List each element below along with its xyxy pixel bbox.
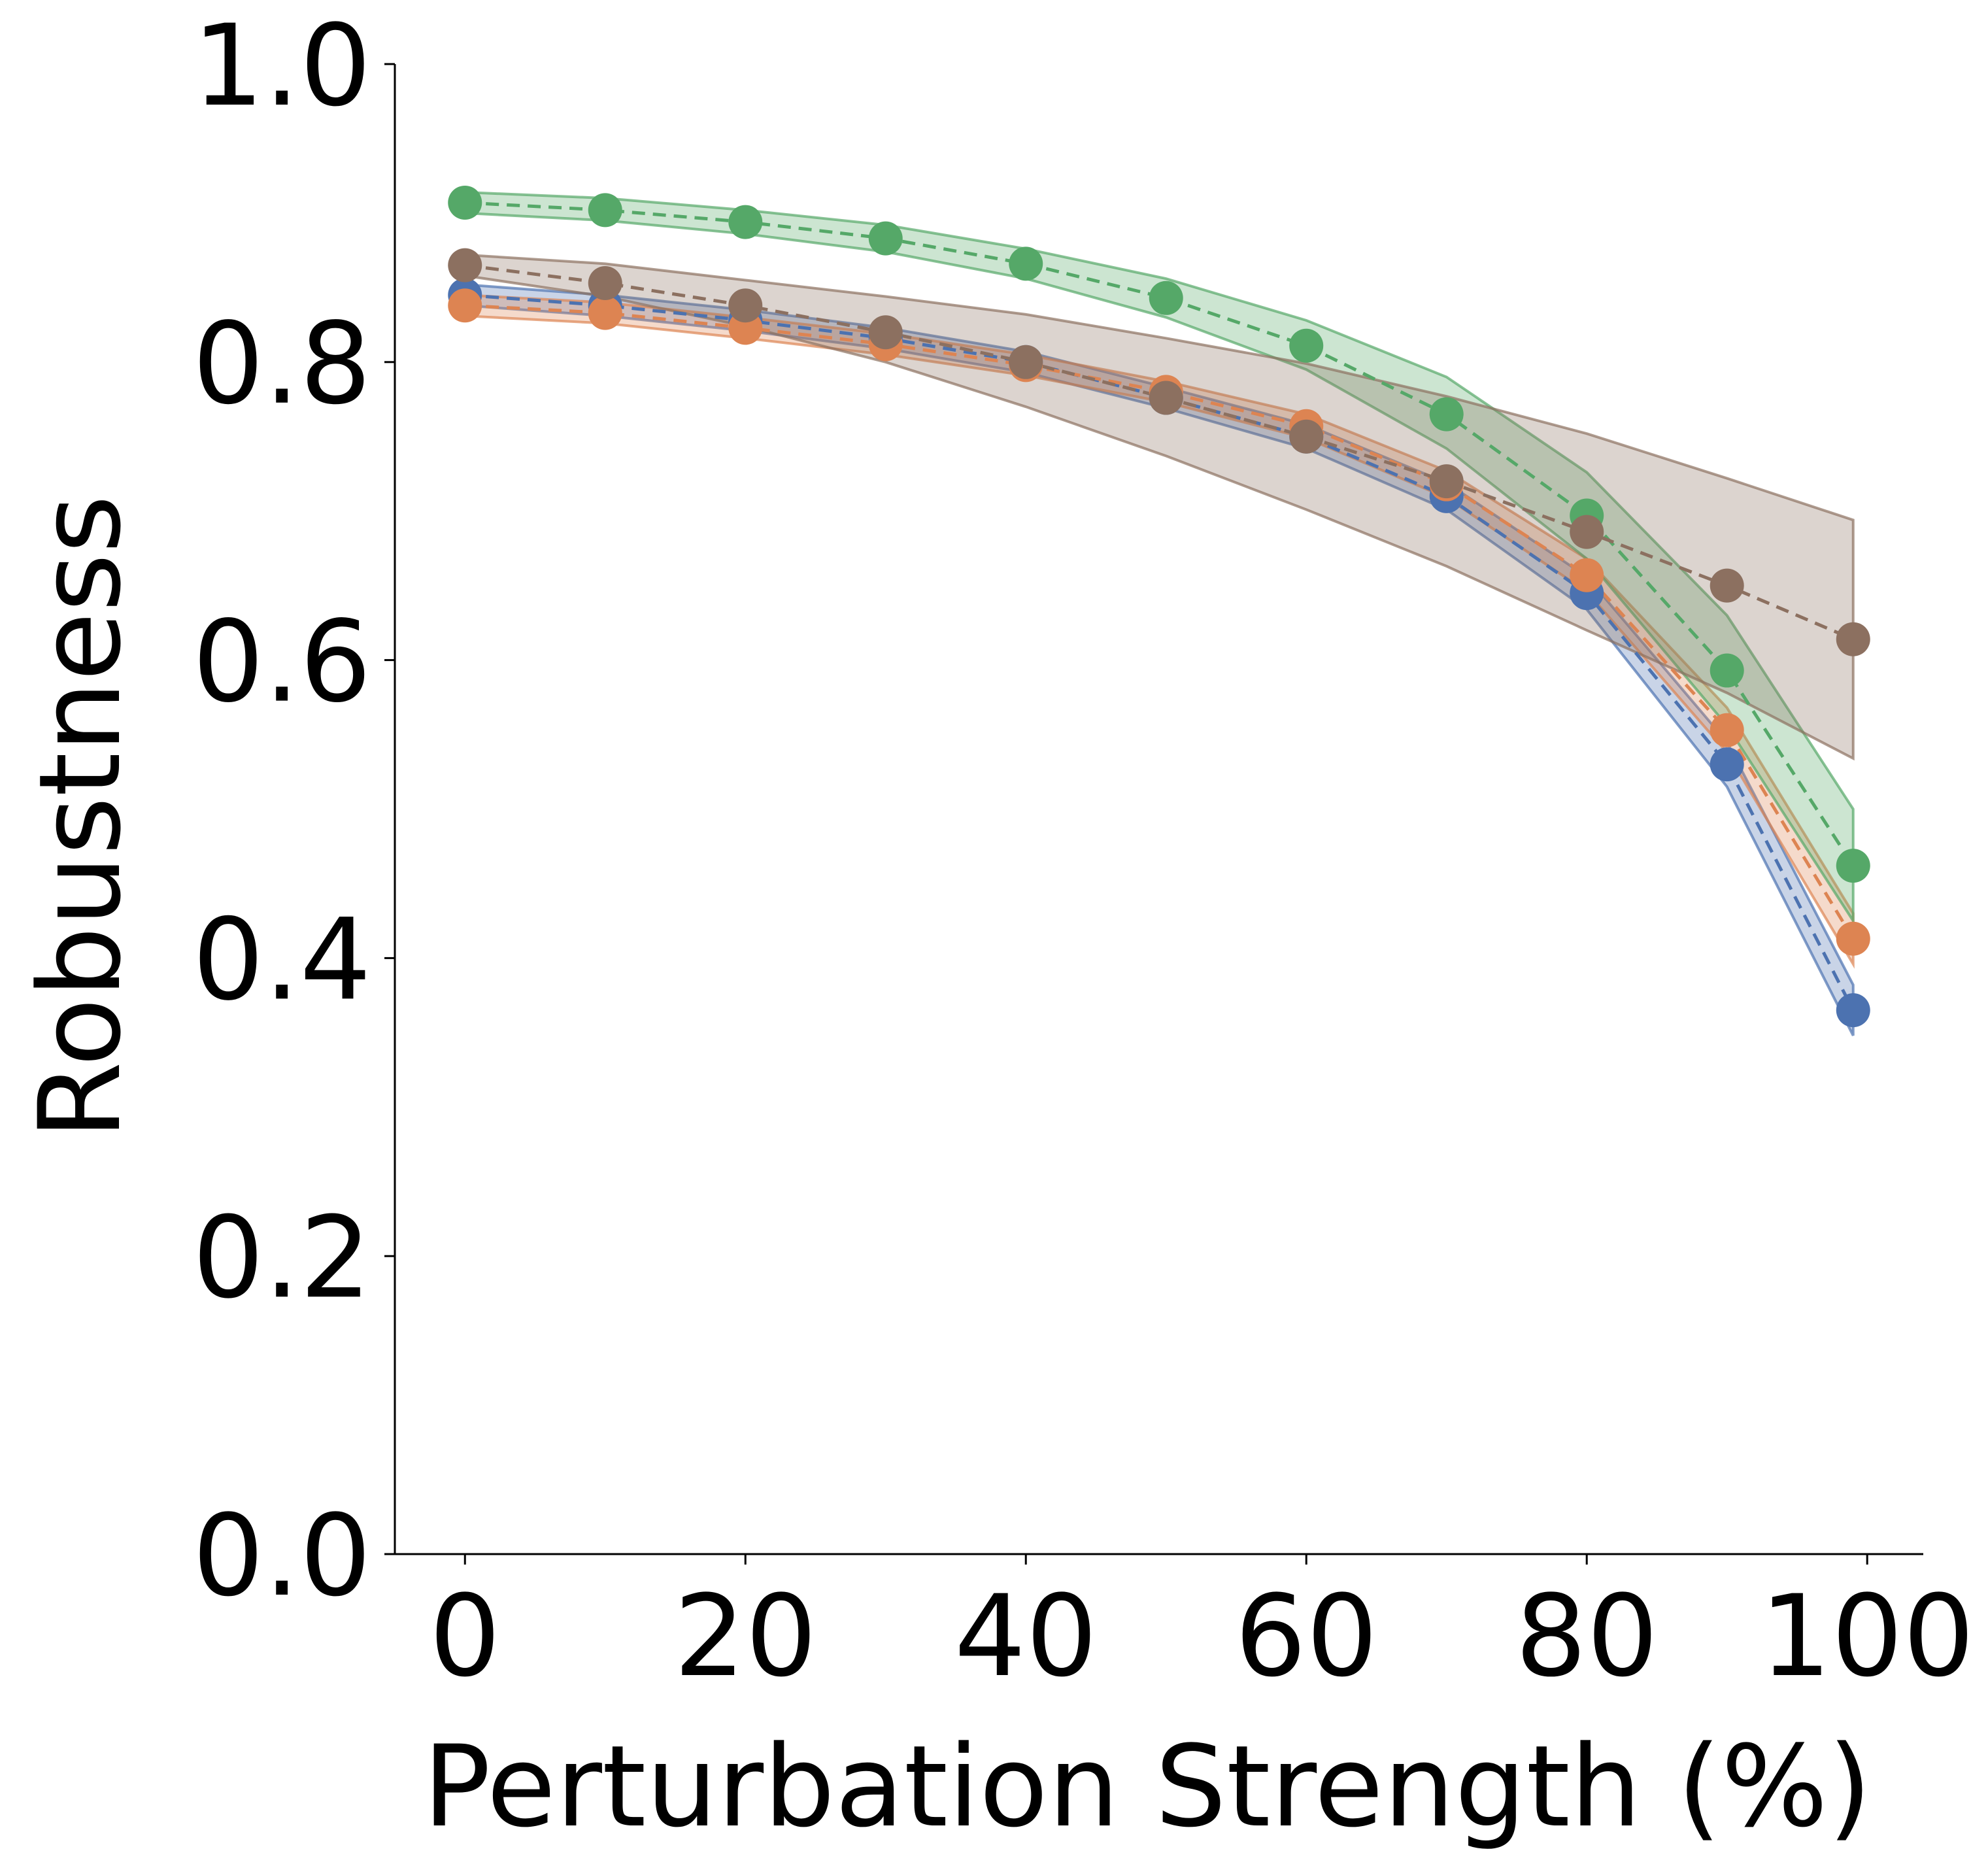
series-3-band — [463, 190, 1855, 926]
y-tick-label: 0.8 — [192, 298, 371, 430]
y-axis-title: Robustness — [14, 495, 146, 1140]
series-4-point — [1289, 419, 1324, 454]
series-4-point — [868, 315, 903, 350]
series-2-point — [1710, 713, 1744, 747]
axes — [394, 64, 1923, 1555]
y-tick-label: 0.4 — [192, 894, 371, 1025]
series-2-point — [1570, 558, 1604, 592]
confidence-bands — [463, 190, 1855, 1036]
series-3-point — [1836, 849, 1870, 883]
y-tick-label: 0.2 — [192, 1192, 371, 1323]
series-3-point — [1289, 328, 1324, 363]
y-tick-label: 0.0 — [192, 1490, 371, 1621]
series-3-point — [1009, 246, 1043, 281]
series-4-point — [1710, 568, 1744, 603]
series-3-line — [465, 201, 1855, 867]
series-2-point — [1836, 921, 1870, 956]
series-3-point — [728, 205, 763, 239]
y-tick-label: 0.6 — [192, 596, 371, 728]
series-3-point — [1429, 397, 1464, 432]
x-tick-label: 0 — [430, 1570, 501, 1702]
series-1-band — [463, 283, 1855, 1036]
x-axis-title: Perturbation Strength (%) — [423, 1721, 1872, 1852]
x-tick-label: 60 — [1235, 1570, 1378, 1702]
series-4-point — [728, 288, 763, 323]
series-2-line — [465, 303, 1855, 940]
series-2-point — [588, 296, 622, 330]
x-tick-label: 20 — [674, 1570, 817, 1702]
series-4-point — [1570, 515, 1604, 549]
series-4-point — [448, 248, 482, 282]
series-2-point — [448, 288, 482, 323]
series-3-point — [588, 193, 622, 228]
series-1-line — [465, 293, 1855, 1011]
series-3-point — [1149, 280, 1183, 315]
x-tick-label: 40 — [954, 1570, 1098, 1702]
series-markers — [448, 185, 1870, 1028]
series-4-point — [1429, 464, 1464, 499]
series-1-point — [1836, 993, 1870, 1028]
series-4-point — [588, 266, 622, 301]
series-3-point — [1710, 653, 1744, 688]
series-1-point — [1710, 747, 1744, 782]
y-tick-label: 1.0 — [192, 0, 371, 131]
x-ticks: 0 20 40 60 80 100 — [430, 1554, 1974, 1702]
series-4-point — [1149, 381, 1183, 415]
x-tick-label: 80 — [1515, 1570, 1659, 1702]
series-4-point — [1009, 345, 1043, 379]
series-3-point — [868, 221, 903, 256]
y-ticks: 0.0 0.2 0.4 0.6 0.8 1.0 — [192, 0, 395, 1621]
series-4-point — [1836, 622, 1870, 656]
x-tick-label: 100 — [1760, 1570, 1974, 1702]
series-3-point — [448, 185, 482, 220]
